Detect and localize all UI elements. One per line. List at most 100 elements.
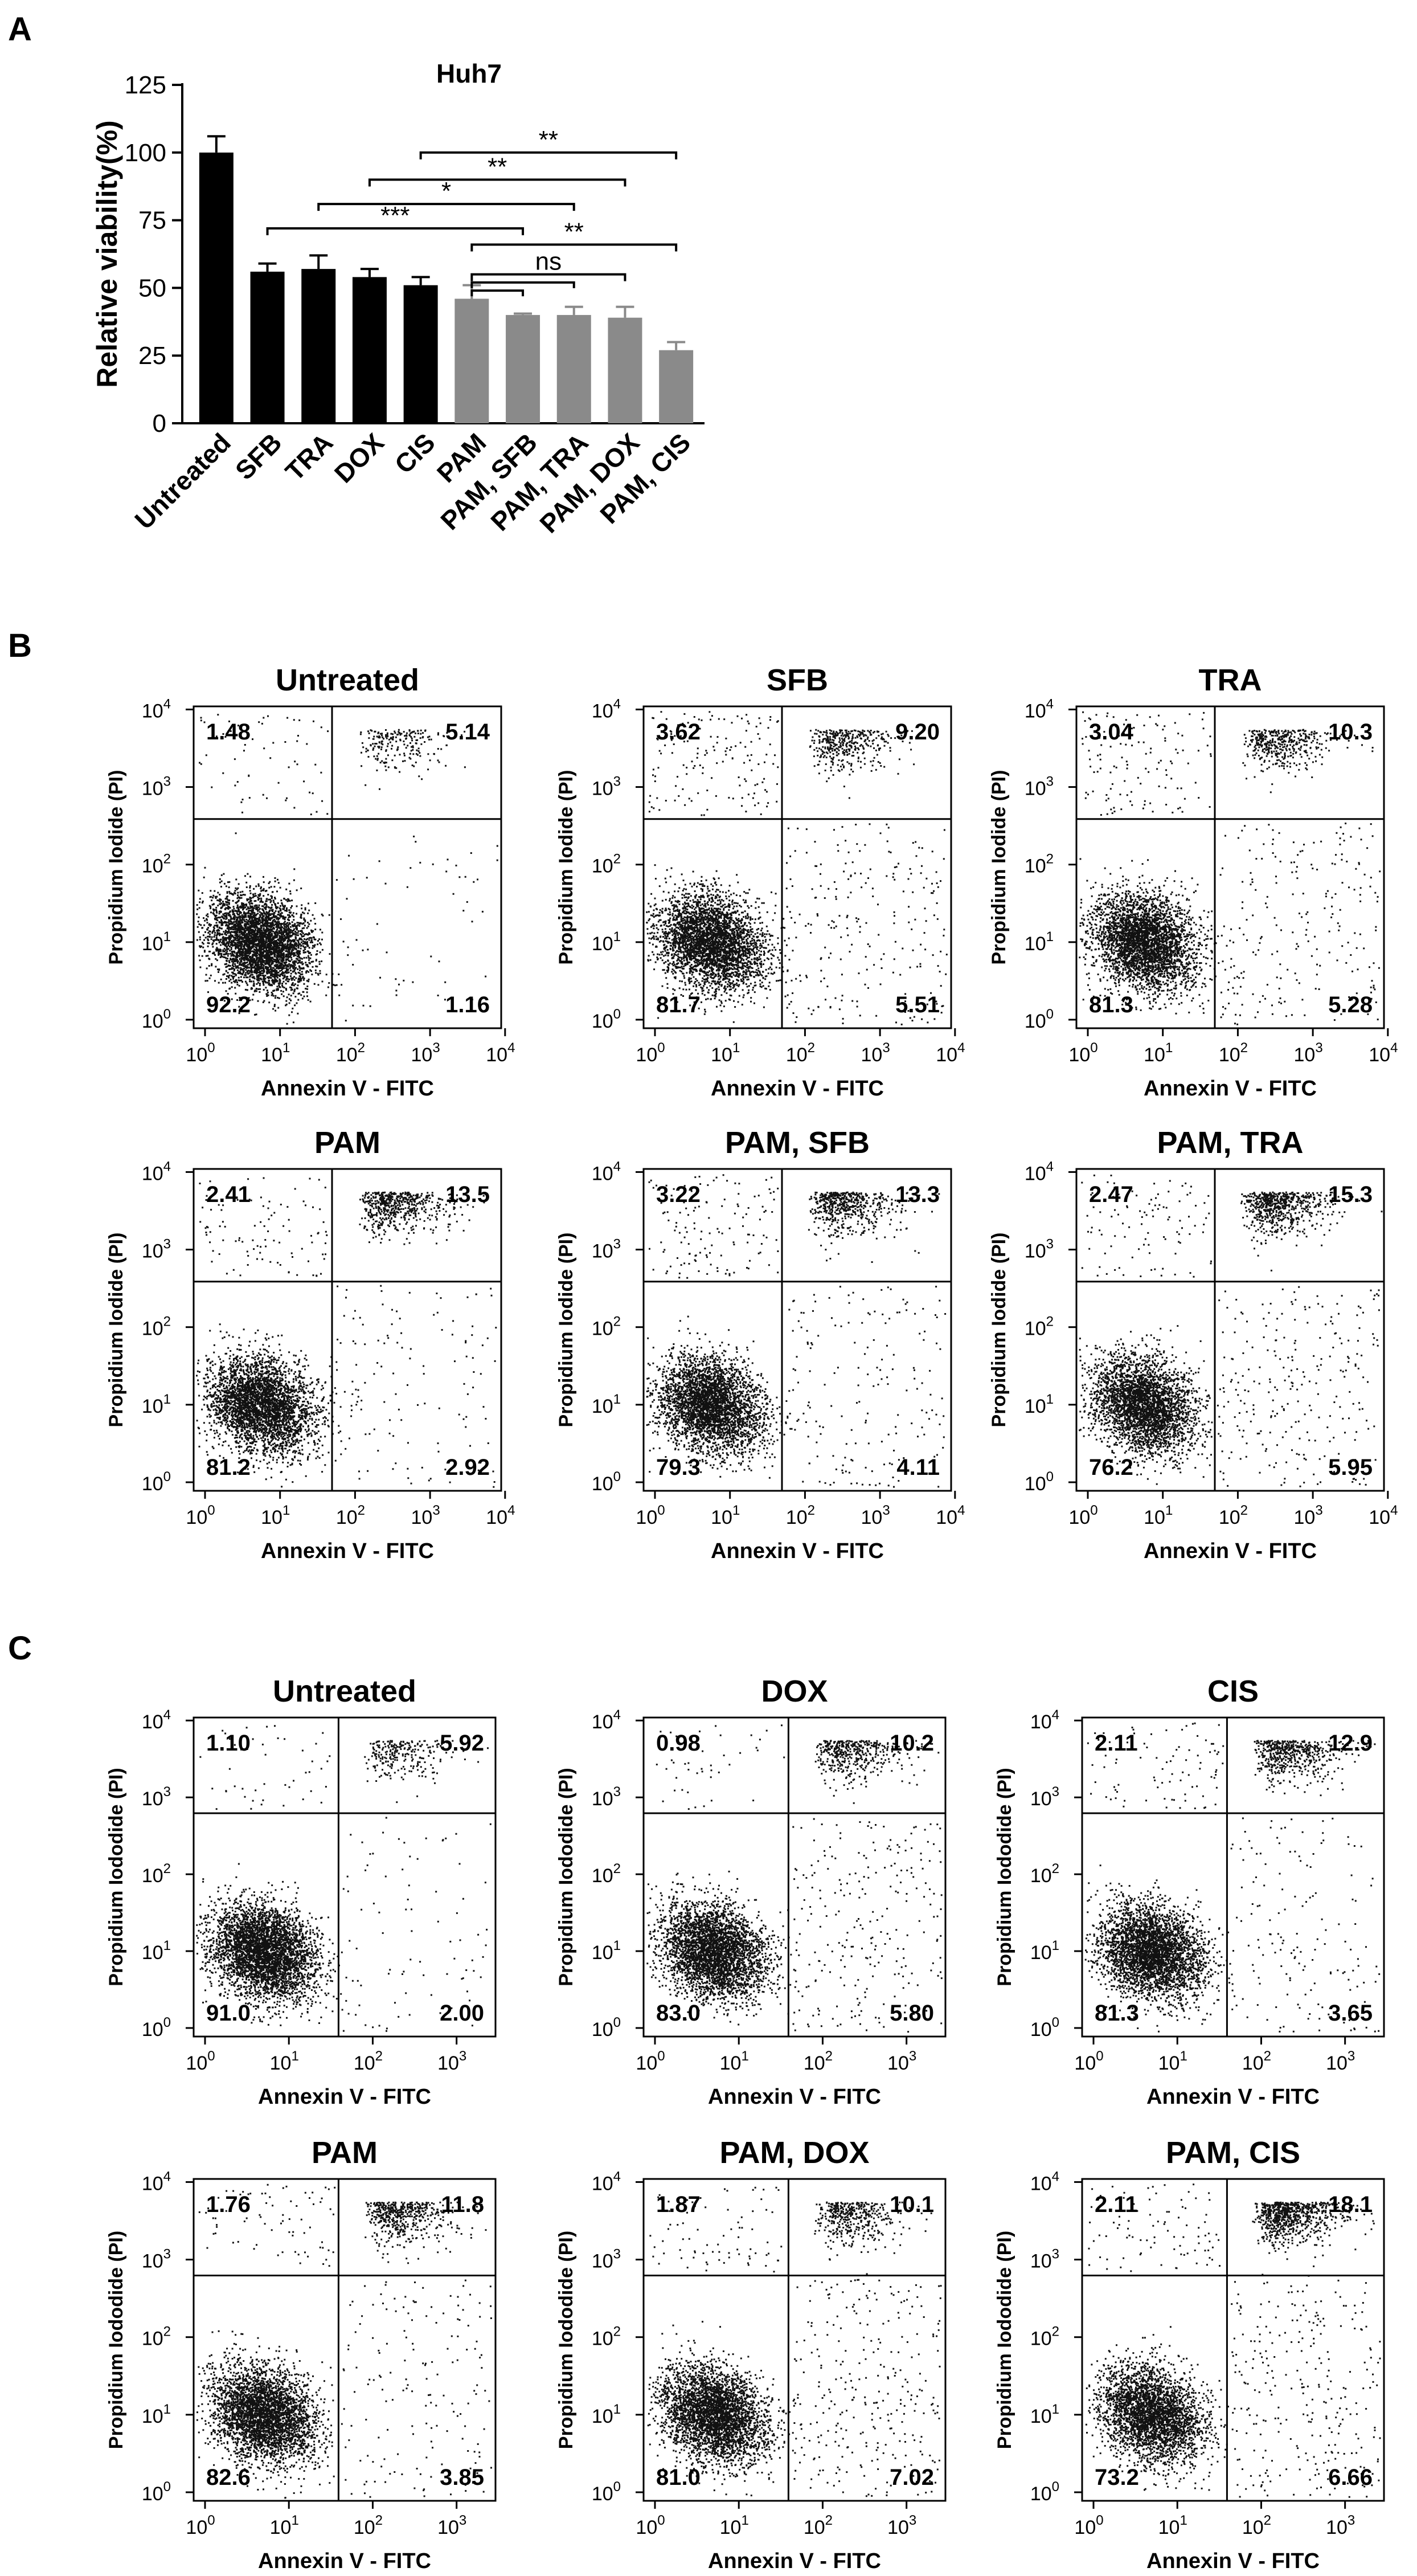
- flow-cytometry-plot: PAM 2.41 13.5 81.2 2.92 100 101 102 103 104 100 101…: [105, 1126, 515, 1563]
- scatter-points: [646, 1724, 943, 2033]
- x-tick-label: 103: [1294, 1040, 1323, 1066]
- significance-label: **: [539, 126, 558, 154]
- plot-frame: [193, 705, 502, 1029]
- y-tick-label: 101: [142, 929, 171, 955]
- x-tick-label: 103: [887, 2048, 916, 2074]
- y-tick-label: 100: [142, 1007, 171, 1032]
- x-tick-label: 103: [437, 2048, 466, 2074]
- x-tick-label: 101: [270, 2513, 299, 2538]
- quadrant-upper-left: 2.11: [1095, 2192, 1138, 2217]
- x-tick-label: 101: [1158, 2513, 1187, 2538]
- x-tick-label: 104: [936, 1040, 965, 1066]
- y-tick-label: 102: [1030, 1861, 1059, 1887]
- y-axis-label: Propidium Iodide (PI): [105, 770, 127, 965]
- quadrant-upper-left: 3.62: [656, 719, 701, 745]
- x-tick-label: 102: [354, 2513, 383, 2538]
- scatter-points: [1079, 1174, 1383, 1487]
- quadrant-lower-right: 2.00: [440, 2001, 484, 2026]
- y-tick-label: 104: [1030, 1707, 1059, 1733]
- x-tick-label: 100: [186, 1503, 215, 1528]
- y-tick-label: 102: [592, 2324, 621, 2350]
- quadrant-upper-left: 3.04: [1089, 719, 1134, 745]
- x-tick-label: 101: [261, 1503, 290, 1528]
- flow-cytometry-plot: TRA 3.04 10.3 81.3 5.28 100 101 102 103 104 100 101…: [988, 663, 1398, 1101]
- y-tick-label: 102: [142, 1314, 171, 1340]
- quadrant-upper-right: 9.20: [895, 719, 940, 745]
- plot-frame: [193, 1168, 502, 1492]
- x-tick-label: 104: [1369, 1503, 1398, 1528]
- panel-letter-c: C: [8, 1630, 32, 1667]
- flow-cytometry-plot: PAM, CIS 2.11 18.1 73.2 6.66 100 101 102 103 100 1…: [994, 2136, 1385, 2573]
- plot-frame: [642, 705, 952, 1029]
- x-tick-label: 101: [711, 1040, 740, 1066]
- y-tick-label: 102: [1025, 852, 1054, 877]
- quadrant-lower-left: 82.6: [206, 2465, 251, 2490]
- x-tick-label: 103: [411, 1040, 440, 1066]
- quadrant-lower-right: 4.11: [896, 1455, 940, 1480]
- quadrant-lower-left: 81.7: [656, 992, 701, 1017]
- y-axis-label: Propidium Iododide (PI): [994, 2231, 1015, 2449]
- y-tick-label: 100: [1030, 2015, 1059, 2041]
- y-tick-label: 100: [592, 2479, 621, 2505]
- y-tick-label: 25: [138, 342, 166, 370]
- x-tick-label: 100: [636, 1040, 665, 1066]
- x-tick-label: 102: [1219, 1040, 1248, 1066]
- y-tick-label: 102: [592, 1314, 621, 1340]
- y-tick-label: 102: [592, 852, 621, 877]
- quadrant-upper-left: 1.87: [656, 2192, 701, 2217]
- category-label: DOX: [329, 427, 390, 488]
- y-tick-label: 102: [142, 852, 171, 877]
- x-tick-label: 101: [261, 1040, 290, 1066]
- y-tick-label: 101: [592, 2402, 621, 2427]
- y-tick-label: 50: [138, 274, 166, 302]
- y-tick-label: 100: [142, 2479, 171, 2505]
- x-axis-label: Annexin V - FITC: [1144, 1077, 1317, 1101]
- y-tick-label: 103: [592, 1237, 621, 1262]
- y-tick-label: 100: [592, 1007, 621, 1032]
- y-tick-label: 100: [592, 2015, 621, 2041]
- x-tick-label: 102: [336, 1503, 365, 1528]
- quadrant-upper-left: 2.41: [206, 1182, 251, 1207]
- plot-title: PAM, DOX: [719, 2136, 869, 2170]
- y-tick-label: 101: [592, 929, 621, 955]
- y-tick-label: 103: [142, 1784, 171, 1810]
- panel-letter-a: A: [8, 11, 32, 48]
- x-axis-label: Annexin V - FITC: [1144, 1539, 1317, 1563]
- quadrant-upper-right: 12.9: [1328, 1731, 1373, 1756]
- x-tick-label: 104: [486, 1503, 515, 1528]
- x-tick-label: 102: [354, 2048, 383, 2074]
- quadrant-lower-left: 79.3: [656, 1455, 701, 1480]
- y-axis-label: Propidium Iodide (PI): [555, 770, 577, 965]
- x-tick-label: 102: [804, 2513, 833, 2538]
- chart-title: Huh7: [436, 59, 502, 88]
- bar: [199, 152, 234, 423]
- y-tick-label: 104: [142, 696, 171, 722]
- y-axis-label: Propidium Iodide (PI): [105, 1233, 127, 1428]
- plot-title: PAM: [312, 2136, 378, 2170]
- quadrant-upper-left: 2.47: [1089, 1182, 1133, 1207]
- bar: [506, 314, 540, 423]
- significance-bracket: [470, 243, 678, 252]
- plot-title: PAM, TRA: [1157, 1126, 1304, 1160]
- flow-cytometry-plot: PAM, DOX 1.87 10.1 81.0 7.02 100 101 102 103 100 1…: [555, 2136, 947, 2573]
- x-tick-label: 100: [1068, 1503, 1097, 1528]
- quadrant-lower-left: 81.2: [206, 1455, 251, 1480]
- plot-frame: [193, 1716, 497, 2038]
- x-tick-label: 100: [1074, 2048, 1103, 2074]
- x-tick-label: 103: [1326, 2513, 1355, 2538]
- scatter-points: [196, 714, 498, 1025]
- y-tick-label: 103: [142, 774, 171, 800]
- plot-frame: [1081, 1716, 1385, 2038]
- quadrant-lower-left: 83.0: [656, 2001, 701, 2026]
- flow-cytometry-plot: DOX 0.98 10.2 83.0 5.80 100 101 102 103 100 101 102…: [555, 1674, 947, 2109]
- quadrant-upper-right: 10.2: [890, 1731, 934, 1756]
- scatter-points: [1084, 1722, 1381, 2033]
- significance-bracket: [368, 178, 626, 187]
- quadrant-upper-right: 10.3: [1328, 719, 1373, 745]
- quadrant-upper-left: 3.22: [656, 1182, 701, 1207]
- plot-frame: [1081, 2178, 1385, 2502]
- plot-frame: [642, 1716, 947, 2038]
- y-tick-label: 100: [142, 2015, 171, 2041]
- x-tick-label: 100: [186, 2048, 215, 2074]
